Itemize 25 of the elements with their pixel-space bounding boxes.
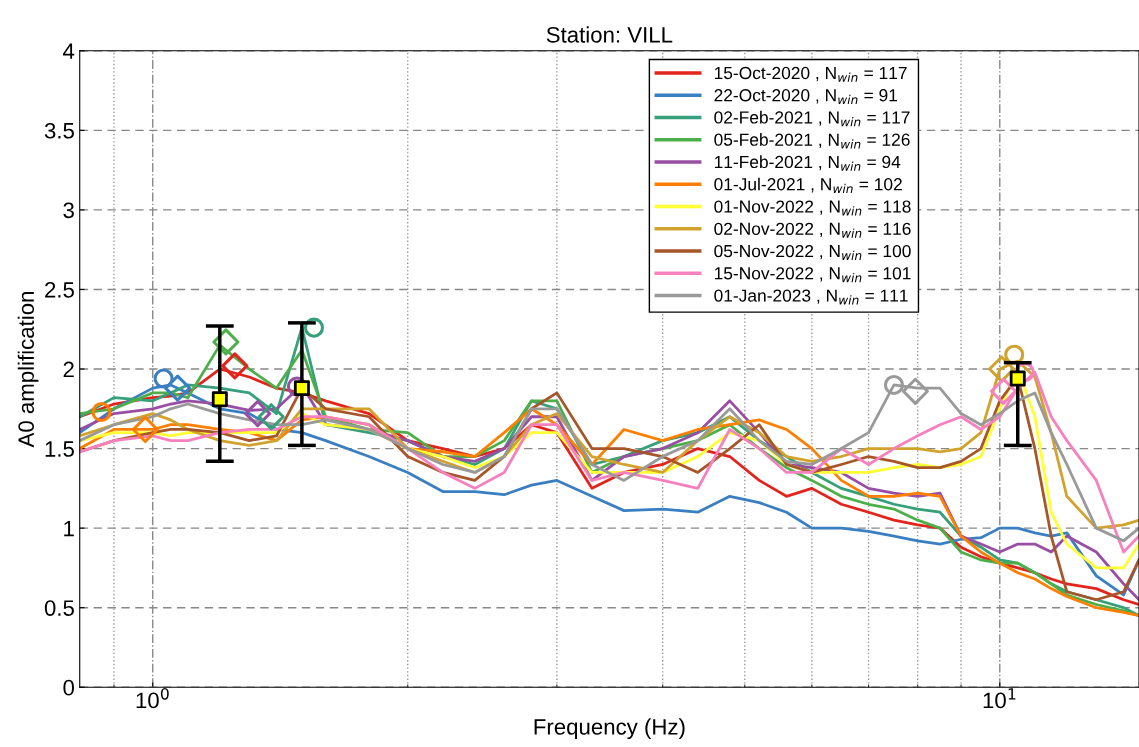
x-tick-label: 10$^{0}$ bbox=[136, 687, 169, 709]
y-tick-label: 1 bbox=[64, 520, 74, 537]
legend-label: 02-Nov-2022 , N$_{win}$ = 116 bbox=[714, 222, 911, 238]
legend-label: 01-Jul-2021 , N$_{win}$ = 102 bbox=[714, 177, 902, 194]
y-tick-label: 4 bbox=[63, 43, 75, 59]
legend-label: 05-Nov-2022 , N$_{win}$ = 100 bbox=[714, 244, 911, 260]
y-tick-label: 0.5 bbox=[44, 600, 74, 616]
legend-label: 01-Jan-2023 , N$_{win}$ = 111 bbox=[714, 289, 908, 305]
x-tick-label: 10$^{1}$ bbox=[983, 688, 1016, 709]
y-tick-label: 1.5 bbox=[45, 441, 74, 457]
y-tick-label: 2.5 bbox=[45, 282, 74, 298]
legend-label: 01-Nov-2022 , N$_{win}$ = 118 bbox=[714, 200, 911, 216]
y-tick-label: 0 bbox=[63, 679, 74, 696]
y-tick-label: 3 bbox=[63, 202, 74, 219]
legend-label: 22-Oct-2020 , N$_{win}$ = 91 bbox=[714, 89, 898, 105]
legend-label: 15-Nov-2022 , N$_{win}$ = 101 bbox=[714, 267, 911, 283]
legend-label: 15-Oct-2020 , N$_{win}$ = 117 bbox=[714, 66, 907, 82]
y-tick-label: 2 bbox=[63, 361, 74, 378]
legend-label: 02-Feb-2021 , N$_{win}$ = 117 bbox=[714, 110, 910, 127]
x-axis-title: Frequency (Hz) bbox=[534, 718, 685, 740]
chart-title: Station: VILL bbox=[546, 26, 673, 43]
y-axis-title: A0 amplification bbox=[17, 292, 39, 448]
legend-label: 05-Feb-2021 , N$_{win}$ = 126 bbox=[714, 133, 910, 149]
legend-label: 11-Feb-2021 , N$_{win}$ = 94 bbox=[714, 155, 901, 171]
y-tick-label: 3.5 bbox=[44, 122, 74, 139]
